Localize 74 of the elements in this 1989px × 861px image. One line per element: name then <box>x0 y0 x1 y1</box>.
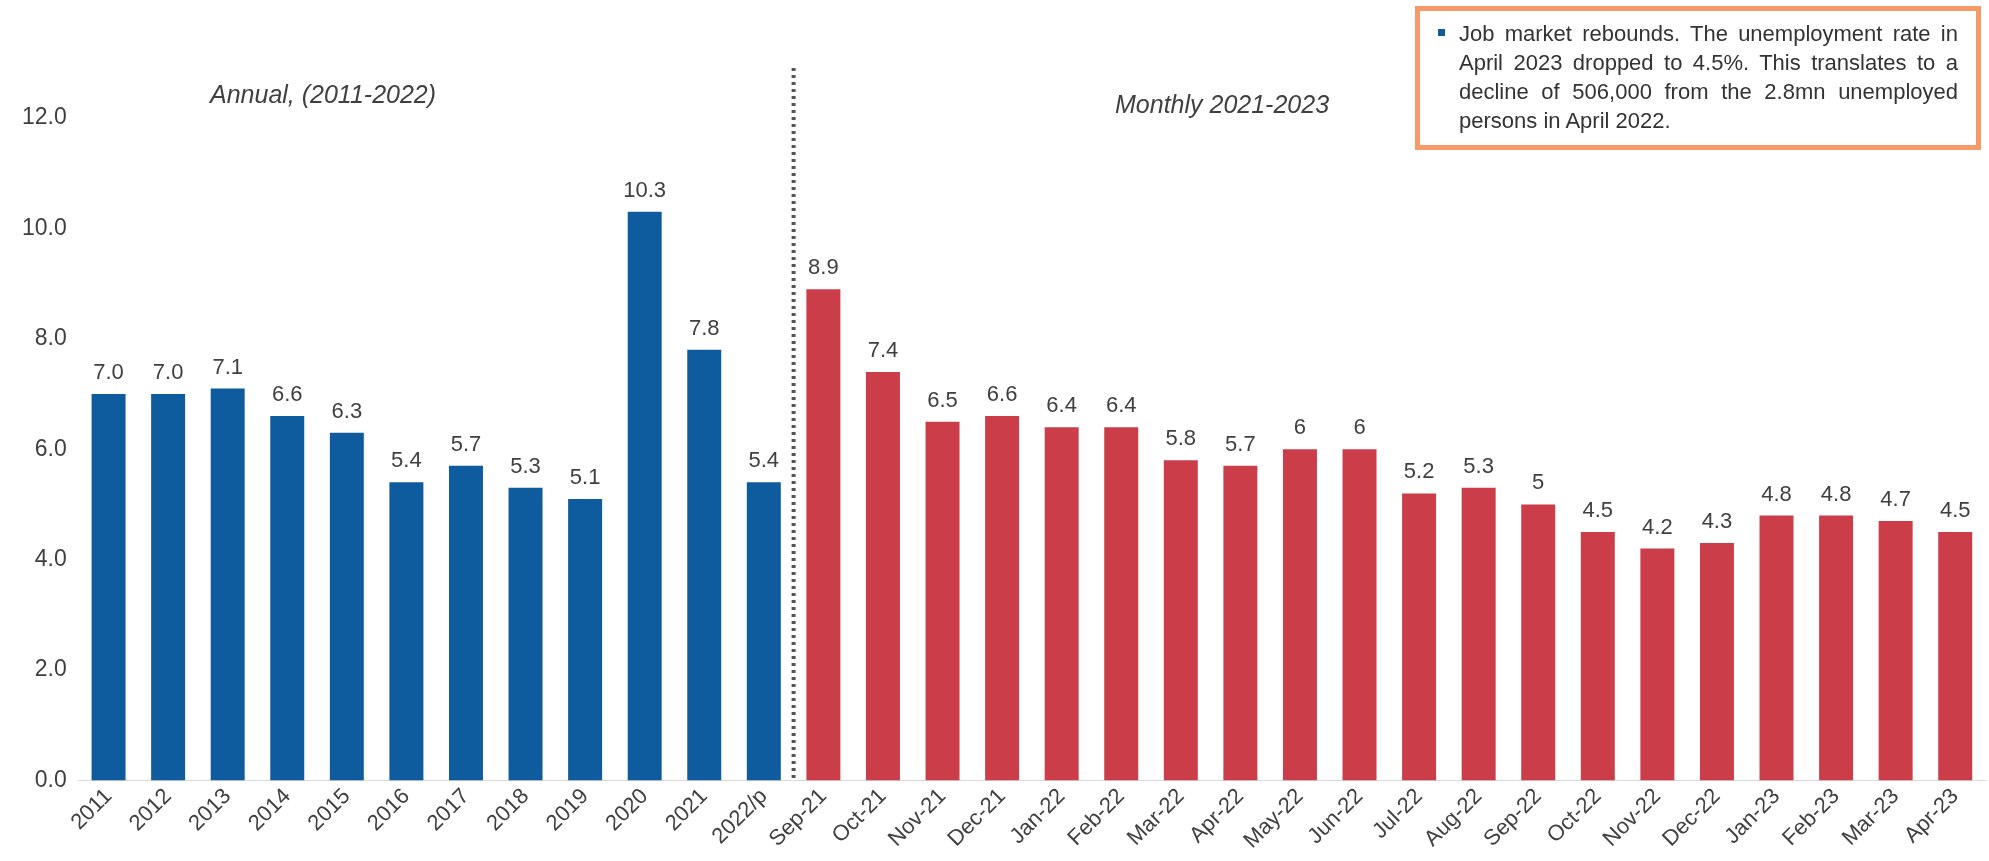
y-tick-label: 0.0 <box>34 765 67 792</box>
annotation: Job market rebounds. The unemployment rate in April 2023 dropped to 4.5%. This translates to a decline of 506,000 from the 2.8mn unemployed persons in April 2022. <box>1459 20 1958 135</box>
y-tick-label: 2.0 <box>34 655 67 682</box>
data-label: 8.9 <box>808 254 839 280</box>
data-label: 5.3 <box>510 452 541 478</box>
bar <box>1580 532 1615 781</box>
data-label: 5.7 <box>450 430 482 456</box>
data-label: 4.8 <box>1761 480 1792 506</box>
data-label: 5.4 <box>748 447 780 473</box>
data-label: 5.3 <box>1463 452 1494 478</box>
bar <box>568 498 603 781</box>
data-label: 6.6 <box>271 381 303 407</box>
bar <box>389 482 424 781</box>
bar <box>329 432 364 781</box>
bar <box>448 465 483 781</box>
data-label: 6 <box>1353 414 1366 440</box>
data-label: 6.5 <box>927 386 958 412</box>
data-label: 7.8 <box>688 314 720 340</box>
data-label: 5.2 <box>1403 458 1435 484</box>
bar <box>270 416 305 781</box>
bar <box>1759 515 1794 781</box>
data-label: 5.4 <box>391 447 422 473</box>
data-label: 7.0 <box>93 359 124 385</box>
bar <box>1163 460 1198 781</box>
bar <box>508 487 543 781</box>
data-label: 6.4 <box>1105 392 1137 418</box>
data-label: 4.3 <box>1701 508 1733 534</box>
data-label: 4.7 <box>1880 486 1911 512</box>
data-label: 10.3 <box>623 176 667 202</box>
bar <box>1402 493 1437 781</box>
y-tick-label: 6.0 <box>34 434 67 461</box>
bar <box>865 371 900 781</box>
bar <box>91 394 126 781</box>
data-label: 6.6 <box>986 381 1018 407</box>
data-label: 7.4 <box>867 337 899 363</box>
bar <box>925 421 960 781</box>
data-label: 5 <box>1532 469 1545 495</box>
bar <box>210 388 245 781</box>
bar <box>1282 449 1317 781</box>
bar <box>1819 515 1854 781</box>
data-label: 4.5 <box>1582 497 1614 523</box>
data-label: 5.8 <box>1165 425 1197 451</box>
data-label: 5.1 <box>569 463 601 489</box>
data-label: 7.0 <box>152 359 184 385</box>
data-label: 6 <box>1293 414 1307 440</box>
data-label: 4.5 <box>1939 497 1971 523</box>
bar <box>1521 504 1556 781</box>
data-label: 5.7 <box>1225 430 1256 456</box>
y-tick-label: 4.0 <box>34 544 67 571</box>
bar <box>627 211 662 781</box>
bar <box>687 349 722 781</box>
y-tick-label: 12.0 <box>22 103 67 130</box>
bar <box>1342 449 1377 781</box>
text: Annual, (2011-2022) <box>210 80 437 109</box>
y-tick-label: 10.0 <box>22 213 67 240</box>
data-label: 4.8 <box>1820 480 1852 506</box>
bar <box>1104 427 1139 781</box>
y-tick-label: 8.0 <box>34 324 67 351</box>
data-label: 6.4 <box>1046 392 1077 418</box>
bar <box>1044 427 1079 781</box>
data-label: 4.2 <box>1642 513 1673 539</box>
bar <box>1699 543 1734 781</box>
bar <box>1878 521 1913 781</box>
bar <box>746 482 781 781</box>
annotation: Monthly 2021-2023 <box>1115 90 1330 119</box>
bar <box>1223 465 1258 781</box>
bar <box>1640 548 1675 781</box>
bar <box>1938 532 1973 781</box>
bar <box>151 394 186 781</box>
bar <box>806 289 841 781</box>
data-label: 6.3 <box>331 397 363 423</box>
data-label: 7.1 <box>212 353 243 379</box>
bar <box>985 416 1020 781</box>
bar <box>1461 487 1496 781</box>
